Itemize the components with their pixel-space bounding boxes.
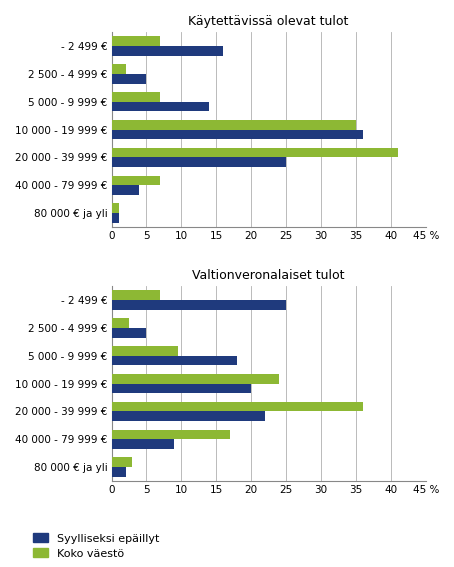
Bar (112, 412, 265, 421)
Bar (112, 401, 363, 412)
Bar (112, 74, 147, 83)
Bar (112, 158, 286, 167)
Bar (112, 36, 160, 46)
Bar (112, 467, 125, 477)
Bar (112, 318, 129, 328)
Bar (112, 92, 160, 101)
Bar (112, 204, 118, 213)
Bar (112, 64, 125, 74)
Bar (112, 383, 251, 393)
Bar (112, 439, 174, 449)
Bar (112, 356, 237, 366)
Bar (112, 458, 133, 467)
Title: Valtionveronalaiset tulot: Valtionveronalaiset tulot (192, 269, 345, 282)
Bar (112, 101, 209, 111)
Bar (112, 328, 147, 337)
Bar (112, 147, 398, 158)
Bar (112, 290, 160, 300)
Bar (112, 185, 139, 195)
Bar (112, 120, 356, 129)
Bar (112, 129, 363, 139)
Bar (112, 430, 230, 439)
Bar (112, 46, 223, 56)
Bar (112, 300, 286, 310)
Bar (112, 346, 178, 356)
Bar (112, 176, 160, 185)
Title: Käytettävissä olevat tulot: Käytettävissä olevat tulot (188, 15, 349, 28)
Legend: Syylliseksi epäillyt, Koko väestö: Syylliseksi epäillyt, Koko väestö (33, 534, 160, 558)
Bar (112, 374, 279, 383)
Bar (112, 213, 118, 223)
